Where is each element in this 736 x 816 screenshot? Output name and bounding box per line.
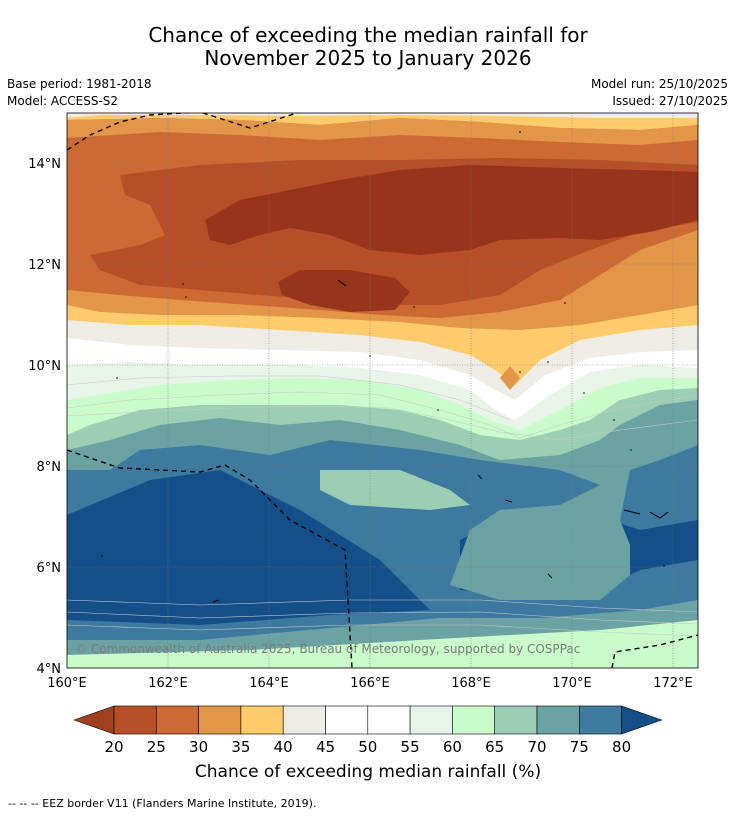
lat-label: 4°N xyxy=(37,662,62,677)
colorbar-extend-low xyxy=(73,705,115,735)
colorbar-tick-label: 45 xyxy=(316,738,335,756)
eez-border xyxy=(67,113,698,668)
colorbar-swatch xyxy=(409,705,453,735)
lon-label: 166°E xyxy=(350,676,390,691)
probability-field: © Commonwealth of Australia 2025, Bureau… xyxy=(67,113,698,668)
longitude-labels: 160°E 162°E 164°E 166°E 168°E 170°E 172°… xyxy=(47,676,693,691)
colorbar-tick-label: 65 xyxy=(485,738,504,756)
copyright-watermark: © Commonwealth of Australia 2025, Bureau… xyxy=(75,642,580,656)
colorbar-swatch xyxy=(578,705,622,735)
colorbar-tick-label: 75 xyxy=(570,738,589,756)
lat-label: 10°N xyxy=(28,359,61,374)
colorbar-tick-label: 80 xyxy=(612,738,631,756)
colorbar: 20 25 30 35 40 45 50 55 60 65 70 75 80 xyxy=(73,705,663,756)
map-frame xyxy=(66,112,699,669)
band-35-spot xyxy=(500,366,520,390)
title-line-1: Chance of exceeding the median rainfall … xyxy=(148,23,588,47)
grid-lines xyxy=(67,113,698,668)
colorbar-swatch xyxy=(198,705,242,735)
island-dots xyxy=(101,131,665,567)
issued-date: Issued: 27/10/2025 xyxy=(612,94,728,108)
lon-label: 160°E xyxy=(47,676,87,691)
band-60-lower xyxy=(67,620,698,668)
colorbar-swatch xyxy=(536,705,580,735)
top-band-35 xyxy=(67,118,698,145)
contour-lines xyxy=(67,375,698,637)
lon-label: 168°E xyxy=(451,676,491,691)
title-line-2: November 2025 to January 2026 xyxy=(204,46,532,70)
colorbar-tick-label: 25 xyxy=(147,738,166,756)
lat-label: 14°N xyxy=(28,157,61,172)
colorbar-swatch xyxy=(325,705,369,735)
latitude-labels: 14°N 12°N 10°N 8°N 6°N 4°N xyxy=(28,157,61,677)
model-name: Model: ACCESS-S2 xyxy=(7,94,119,108)
rainfall-map: © Commonwealth of Australia 2025, Bureau… xyxy=(28,112,699,756)
colorbar-swatch xyxy=(240,705,284,735)
colorbar-tick-label: 35 xyxy=(231,738,250,756)
colorbar-title: Chance of exceeding median rainfall (%) xyxy=(194,762,542,782)
colorbar-swatch xyxy=(113,705,157,735)
colorbar-tick-label: 50 xyxy=(358,738,377,756)
colorbar-swatch xyxy=(452,705,495,735)
colorbar-tick-label: 60 xyxy=(443,738,462,756)
lon-label: 162°E xyxy=(148,676,188,691)
colorbar-swatch xyxy=(494,705,538,735)
base-period: Base period: 1981-2018 xyxy=(7,77,152,91)
lon-label: 172°E xyxy=(653,676,693,691)
islands xyxy=(212,279,669,603)
band-20b xyxy=(278,270,410,312)
lat-label: 6°N xyxy=(37,561,62,576)
colorbar-swatch xyxy=(156,705,199,735)
colorbar-tick-label: 30 xyxy=(189,738,208,756)
colorbar-tick-label: 40 xyxy=(274,738,293,756)
lon-label: 170°E xyxy=(552,676,592,691)
top-band-45 xyxy=(67,113,698,118)
model-run-date: Model run: 25/10/2025 xyxy=(590,77,728,91)
eez-footnote: -- -- -- EEZ border V11 (Flanders Marine… xyxy=(8,797,317,810)
lat-label: 8°N xyxy=(37,460,62,475)
top-band-40 xyxy=(67,113,698,130)
colorbar-swatch xyxy=(367,705,411,735)
colorbar-extend-high xyxy=(621,705,663,735)
colorbar-swatch xyxy=(282,705,326,735)
lat-label: 12°N xyxy=(28,258,61,273)
band-65-mid xyxy=(320,470,470,510)
band-20a xyxy=(205,165,698,255)
colorbar-tick-label: 20 xyxy=(104,738,123,756)
colorbar-tick-label: 55 xyxy=(401,738,420,756)
colorbar-tick-label: 70 xyxy=(527,738,546,756)
lon-label: 164°E xyxy=(249,676,289,691)
